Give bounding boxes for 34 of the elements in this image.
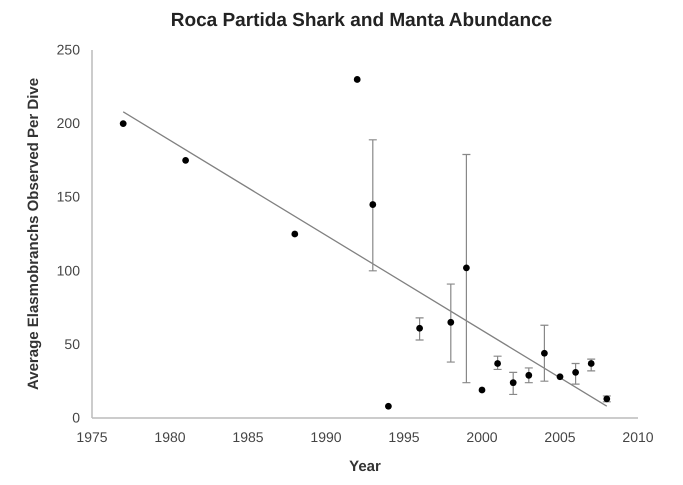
point xyxy=(120,120,127,127)
point xyxy=(510,379,517,386)
y-tick-label: 100 xyxy=(56,262,80,278)
y-tick-label: 150 xyxy=(56,188,80,205)
point xyxy=(463,264,470,272)
y-tick-label: 200 xyxy=(56,115,80,132)
point xyxy=(385,402,392,410)
chart-title: Roca Partida Shark and Manta Abundance xyxy=(170,10,552,31)
point xyxy=(572,368,579,376)
x-tick-label: 1980 xyxy=(154,428,186,445)
x-tick-label: 1995 xyxy=(388,428,420,445)
point xyxy=(416,324,423,332)
x-tick-label: 1985 xyxy=(232,428,264,445)
y-tick-label: 250 xyxy=(56,41,80,58)
point xyxy=(447,318,454,326)
x-tick-label: 2005 xyxy=(544,428,576,445)
point xyxy=(556,373,564,380)
x-tick-label: 2000 xyxy=(466,428,498,445)
point xyxy=(494,360,501,367)
y-axis-title: Average Elasmobranchs Observed Per Dive xyxy=(25,78,42,390)
point xyxy=(525,372,532,379)
y-tick-label: 50 xyxy=(64,336,80,352)
point xyxy=(354,76,361,83)
point xyxy=(541,350,548,357)
x-tick-label: 2010 xyxy=(622,428,654,445)
point xyxy=(369,201,376,208)
x-tick-label: 1990 xyxy=(310,428,342,445)
point xyxy=(291,230,298,238)
x-tick-label: 1975 xyxy=(76,428,108,445)
y-tick-label: 0 xyxy=(72,409,80,426)
point xyxy=(478,386,486,394)
point xyxy=(182,157,189,164)
x-axis-title: Year xyxy=(349,458,382,475)
point xyxy=(588,360,595,367)
